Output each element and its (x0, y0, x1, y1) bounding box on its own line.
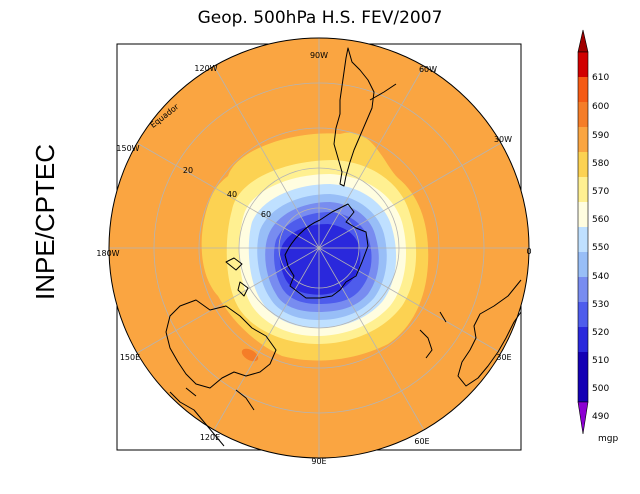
australia-coast (165, 299, 277, 389)
contour-590-patch (241, 348, 259, 362)
colorbar-label-520: 520 (592, 328, 609, 338)
colorbar-label-610: 610 (592, 73, 609, 83)
label-150e: 150E (120, 353, 140, 362)
madagascar-coast (419, 311, 447, 359)
contour-500 (279, 224, 361, 295)
label-lat-60: 60 (261, 210, 271, 219)
colorbar-swatch-550 (578, 202, 588, 227)
label-180w: 180W (96, 249, 119, 258)
map-title: Geop. 500hPa H.S. FEV/2007 (197, 8, 443, 28)
colorbar-swatch-510 (578, 302, 588, 327)
colorbar-swatch-610 (578, 52, 588, 77)
label-60e: 60E (414, 437, 429, 446)
colorbar-swatch-540 (578, 227, 588, 252)
colorbar-label-540: 540 (592, 272, 609, 282)
colorbar-label-600: 600 (592, 102, 609, 112)
label-30w: 30W (494, 135, 512, 144)
label-lat-20: 20 (183, 166, 193, 175)
label-60w: 60W (419, 65, 437, 74)
label-lat-40: 40 (227, 190, 237, 199)
south-america-coast (333, 47, 397, 187)
label-120e: 120E (200, 433, 220, 442)
colorbar-label-510: 510 (592, 356, 609, 366)
colorbar: 610 600 590 580 570 560 550 540 530 520 … (577, 29, 618, 444)
colorbar-unit: mgp (598, 434, 618, 444)
colorbar-label-490: 490 (592, 412, 609, 422)
new-zealand-coast (225, 257, 249, 297)
label-0: 0 (526, 247, 531, 256)
graticule (109, 38, 529, 458)
africa-coast (457, 279, 522, 387)
colorbar-label-560: 560 (592, 215, 609, 225)
coastlines (165, 47, 522, 447)
colorbar-swatch-530 (578, 252, 588, 277)
indonesia-coast (169, 387, 255, 447)
label-90e: 90E (311, 457, 326, 466)
colorbar-swatch-600 (578, 77, 588, 102)
colorbar-swatch-590 (578, 102, 588, 127)
map-boundary (108, 37, 530, 459)
colorbar-label-530: 530 (592, 300, 609, 310)
colorbar-label-570: 570 (592, 187, 609, 197)
colorbar-min-triangle (577, 401, 589, 435)
antarctica-coast (284, 203, 369, 299)
colorbar-swatch-560 (578, 177, 588, 202)
colorbar-swatch-580 (578, 127, 588, 152)
colorbar-max-triangle (577, 29, 589, 53)
colorbar-label-500: 500 (592, 384, 609, 394)
label-30e: 30E (496, 353, 511, 362)
colorbar-swatch-500 (578, 327, 588, 352)
colorbar-swatch-490 (578, 352, 588, 402)
colorbar-label-580: 580 (592, 159, 609, 169)
colorbar-label-590: 590 (592, 131, 609, 141)
label-120w: 120W (194, 64, 217, 73)
colorbar-swatch-570 (578, 152, 588, 177)
label-150w: 150W (116, 144, 139, 153)
label-90w: 90W (310, 51, 328, 60)
colorbar-label-550: 550 (592, 243, 609, 253)
colorbar-swatch-520 (578, 277, 588, 302)
